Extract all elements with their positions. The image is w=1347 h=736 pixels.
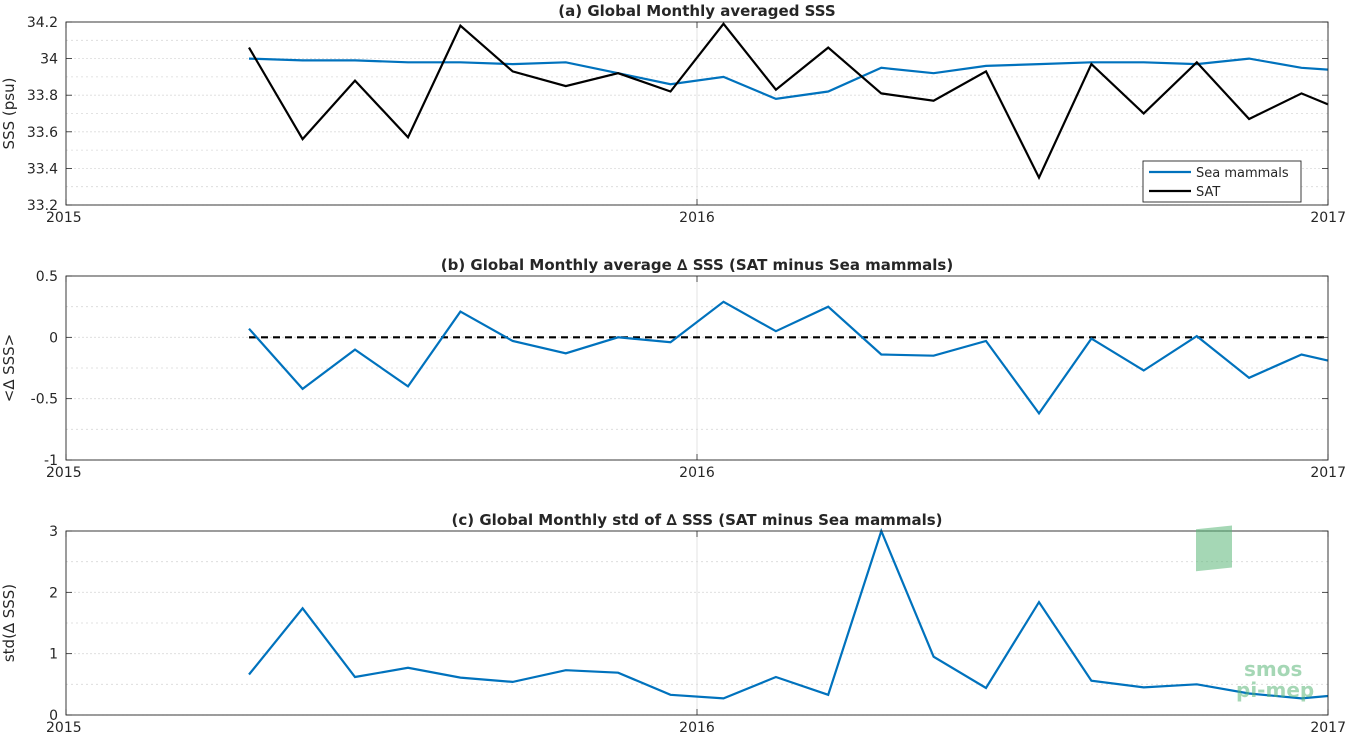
y-axis-label: <∆ SSS> bbox=[0, 334, 18, 403]
series-line-values bbox=[248, 300, 1329, 416]
chart-panel-b: -1 -0.5 0 0.5 2015 2016 2017 (b) Global Monthly… bbox=[0, 256, 1346, 481]
y-tick-label: 2 bbox=[49, 585, 58, 601]
chart-title: (b) Global Monthly average ∆ SSS (SAT mi… bbox=[441, 256, 953, 274]
x-tick-label: 2017 bbox=[1310, 210, 1346, 226]
x-tick-label: 2016 bbox=[679, 465, 715, 481]
y-tick-label: 33.4 bbox=[27, 161, 58, 177]
watermark-text-line1: smos bbox=[1244, 657, 1302, 681]
y-tick-label: 33.2 bbox=[27, 198, 58, 214]
y-tick-label: 0 bbox=[49, 330, 58, 346]
y-axis-label: SSS (psu) bbox=[0, 78, 18, 150]
y-tick-label: 34 bbox=[40, 52, 58, 68]
chart-panel-a: 33.2 33.4 33.6 33.8 34 34.2 2015 2016 2017 (a) Gl… bbox=[0, 2, 1346, 226]
legend-label: Sea mammals bbox=[1196, 166, 1289, 181]
legend: Sea mammals SAT bbox=[1142, 160, 1302, 203]
y-tick-label: 0.5 bbox=[36, 269, 58, 285]
y-tick-label: -0.5 bbox=[31, 392, 58, 408]
legend-label: SAT bbox=[1196, 185, 1220, 200]
y-tick-label: -1 bbox=[44, 453, 58, 469]
x-tick-label: 2015 bbox=[46, 210, 82, 226]
y-tick-label: 3 bbox=[49, 524, 58, 540]
x-tick-label: 2016 bbox=[679, 720, 715, 736]
watermark-text-line2: pi-mep bbox=[1236, 678, 1314, 702]
chart-title: (a) Global Monthly averaged SSS bbox=[558, 2, 835, 20]
y-tick-label: 0 bbox=[49, 708, 58, 724]
x-tick-label: 2017 bbox=[1310, 465, 1346, 481]
y-tick-label: 1 bbox=[49, 647, 58, 663]
series-line-values bbox=[248, 527, 1329, 700]
y-tick-label: 33.8 bbox=[27, 88, 58, 104]
y-axis-label: std(∆ SSS) bbox=[0, 584, 18, 662]
watermark-logo-icon bbox=[1196, 525, 1232, 572]
chart-panel-c: 0 1 2 3 2015 2016 2017 (c) Global Monthly std o… bbox=[0, 511, 1346, 736]
x-tick-label: 2017 bbox=[1310, 720, 1346, 736]
x-tick-label: 2015 bbox=[46, 720, 82, 736]
series-line-sat bbox=[248, 22, 1329, 181]
y-tick-label: 34.2 bbox=[27, 15, 58, 31]
x-tick-label: 2015 bbox=[46, 465, 82, 481]
chart-title: (c) Global Monthly std of ∆ SSS (SAT min… bbox=[452, 511, 943, 529]
series-line-sea-mammals bbox=[248, 57, 1329, 101]
x-tick-label: 2016 bbox=[679, 210, 715, 226]
legend-box bbox=[1142, 160, 1302, 203]
y-tick-label: 33.6 bbox=[27, 125, 58, 141]
